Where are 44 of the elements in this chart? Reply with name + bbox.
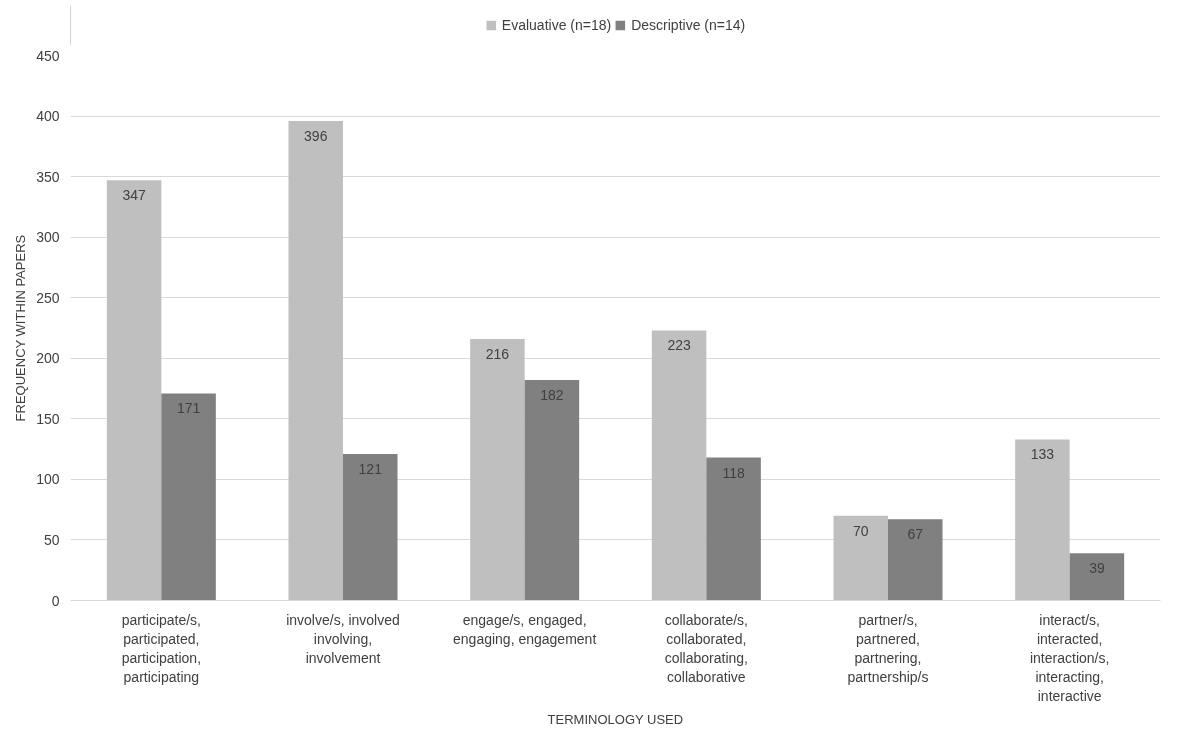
bar (161, 393, 216, 601)
x-tick-label: involve/s, involved involving, involvement (286, 611, 400, 666)
y-tick-label: 150 (36, 410, 60, 427)
x-axis-title: TERMINOLOGY USED (547, 712, 684, 728)
y-tick-label: 250 (36, 289, 60, 306)
data-label: 39 (1089, 560, 1105, 577)
y-axis-title: FREQUENCY WITHIN PAPERS (13, 234, 29, 422)
y-tick-label: 300 (36, 229, 60, 246)
y-tick-label: 200 (36, 350, 60, 367)
y-tick-label: 450 (36, 47, 60, 64)
bar (288, 120, 343, 601)
y-tick-label: 100 (36, 471, 60, 488)
legend-label: Evaluative (n=18) (501, 17, 612, 33)
y-tick-label: 50 (43, 531, 60, 548)
bar (470, 338, 525, 601)
data-label: 223 (667, 337, 691, 354)
x-tick-label: collaborate/s, collaborated, collaborating, collaborative (664, 611, 748, 686)
y-tick-label: 350 (36, 168, 60, 185)
data-label: 121 (358, 460, 383, 477)
bar (888, 519, 943, 601)
bar (1069, 553, 1125, 601)
bar (1015, 439, 1070, 601)
y-tick-label: 0 (51, 592, 60, 609)
x-tick-label: engage/s, engaged, engaging, engagement (453, 611, 597, 647)
legend-label: Descriptive (n=14) (631, 17, 746, 33)
y-tick-label: 400 (36, 108, 60, 125)
bar (106, 180, 162, 601)
x-tick-label: interact/s, interacted, interaction/s, interacting, interactive (1029, 611, 1110, 705)
data-label: 67 (907, 526, 924, 543)
data-label: 347 (122, 187, 146, 204)
x-tick-label: partner/s, partnered, partnering, partnership/s (847, 611, 929, 686)
bar (651, 330, 707, 601)
data-label: 118 (722, 464, 745, 481)
x-tick-label: participate/s, participated, participation, participating (121, 611, 202, 686)
bar (524, 380, 580, 601)
data-label: 216 (485, 345, 510, 362)
data-label: 133 (1030, 446, 1055, 463)
data-label: 182 (540, 387, 564, 404)
bar (833, 515, 888, 601)
data-label: 396 (304, 127, 328, 144)
bar (706, 457, 761, 601)
data-label: 171 (176, 400, 201, 417)
bar (343, 453, 398, 601)
data-label: 70 (852, 522, 869, 539)
